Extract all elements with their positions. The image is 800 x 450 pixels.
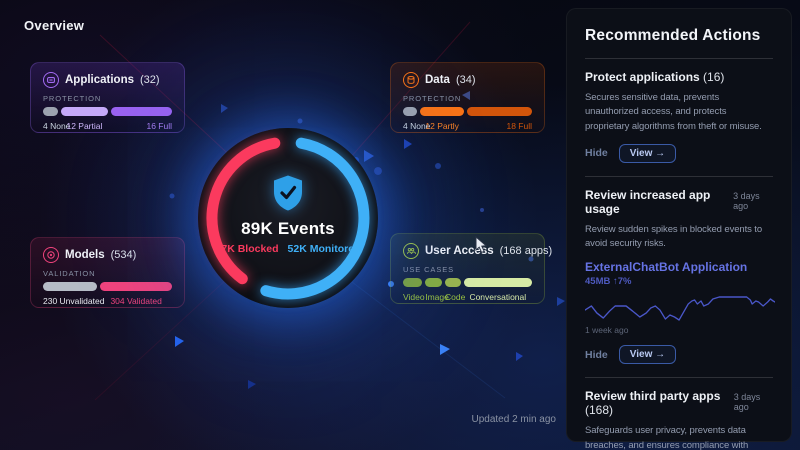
bar-segment xyxy=(466,107,532,116)
segment-label: 16 Full xyxy=(146,121,172,131)
card-models[interactable]: Models (534) VALIDATION 230 Unvalidated … xyxy=(30,237,185,308)
segment-label: 230 Unvalidated xyxy=(43,296,105,306)
bar-segment xyxy=(110,107,172,116)
action-title: Review increased app usage xyxy=(585,187,711,216)
bar-segment xyxy=(420,107,464,116)
gauge-disc xyxy=(198,128,378,308)
card-data[interactable]: Data (34) PROTECTION 4 None 12 Partly 18… xyxy=(390,62,545,133)
section-label: PROTECTION xyxy=(43,94,102,103)
segment-label: 4 None xyxy=(43,121,71,131)
view-button[interactable]: View → xyxy=(618,345,677,365)
card-count: (34) xyxy=(455,74,476,86)
divider xyxy=(585,58,773,59)
mouse-cursor-icon xyxy=(475,236,488,254)
hide-link[interactable]: Hide xyxy=(585,147,608,160)
action-description: Safeguards user privacy, prevents data b… xyxy=(585,425,749,450)
segment-label: 18 Full xyxy=(506,121,532,131)
usage-sparkline xyxy=(585,296,775,321)
app-link[interactable]: ExternalChatBot Application xyxy=(585,260,748,275)
card-title: Models xyxy=(65,249,105,261)
card-title: Applications xyxy=(65,74,135,86)
segment-label: Conversational xyxy=(469,292,527,302)
section-label: VALIDATION xyxy=(43,269,96,278)
card-count: (168 apps) xyxy=(499,245,553,257)
bar-segment xyxy=(403,107,418,116)
bar-segment xyxy=(43,282,98,291)
action-protect-applications: Protect applications (16) Secures sensit… xyxy=(585,59,773,177)
action-timestamp: 3 days ago xyxy=(733,392,761,413)
bar-segment xyxy=(61,107,108,116)
card-count: (534) xyxy=(110,249,137,261)
bar-segment xyxy=(43,107,59,116)
shield-check-icon xyxy=(274,175,302,211)
segment-label: 12 Partly xyxy=(425,121,459,131)
blocked-count: 37K Blocked xyxy=(215,243,279,255)
card-user-access[interactable]: User Access (168 apps) USE CASES Video I… xyxy=(390,233,552,304)
segment-label: 12 Partial xyxy=(66,121,103,131)
section-label: USE CASES xyxy=(403,265,455,274)
bar-segment xyxy=(403,278,423,287)
view-button[interactable]: View → xyxy=(618,143,677,163)
action-timestamp: 3 days ago xyxy=(733,190,760,211)
last-updated: Updated 2 min ago xyxy=(471,414,556,425)
segment-label: Image xyxy=(425,292,449,302)
blocked-arc xyxy=(206,137,281,285)
bar-segment xyxy=(100,282,172,291)
events-gauge: 89K Events 37K Blocked 52K Monitored xyxy=(178,108,398,328)
action-description: Secures sensitive data, prevents unautho… xyxy=(585,92,762,132)
protection-bar xyxy=(403,107,532,116)
card-applications[interactable]: Applications (32) PROTECTION 4 None 12 P… xyxy=(30,62,185,133)
segment-label: 304 Validated xyxy=(110,296,162,306)
app-usage-stat: 45MB ↑7% xyxy=(585,276,632,288)
protection-bar xyxy=(43,107,172,116)
use-cases-bar xyxy=(403,278,532,287)
segment-label: 4 None xyxy=(403,121,431,131)
card-count: (32) xyxy=(140,74,160,86)
hide-link[interactable]: Hide xyxy=(585,348,608,361)
section-label: PROTECTION xyxy=(403,94,462,103)
monitored-arc xyxy=(260,137,370,300)
segment-label: Video xyxy=(403,292,425,302)
panel-title: Recommended Actions xyxy=(585,27,761,44)
bar-segment xyxy=(425,278,442,287)
card-title: Data xyxy=(425,74,450,86)
events-total: 89K Events xyxy=(241,219,335,238)
bar-segment xyxy=(445,278,461,287)
sparkline-axis-label: 1 week ago xyxy=(585,325,629,336)
segment-label: Code xyxy=(445,292,466,302)
validation-bar xyxy=(43,282,172,291)
target-icon xyxy=(43,247,59,263)
action-description: Review sudden spikes in blocked events t… xyxy=(585,223,763,249)
page-title: Overview xyxy=(24,18,85,33)
action-title: Protect applications (16) xyxy=(585,70,725,84)
applications-icon xyxy=(43,72,59,88)
bar-segment xyxy=(463,278,532,287)
users-icon xyxy=(403,243,419,259)
action-review-app-usage: Review increased app usage 3 days ago Re… xyxy=(585,177,775,379)
action-title: Review third party apps (168) xyxy=(585,389,721,418)
monitored-count: 52K Monitored xyxy=(287,243,361,255)
action-review-third-party: Review third party apps (168) 3 days ago… xyxy=(585,378,773,450)
recommended-actions-panel: Recommended Actions Protect applications… xyxy=(566,8,792,450)
database-icon xyxy=(403,72,419,88)
